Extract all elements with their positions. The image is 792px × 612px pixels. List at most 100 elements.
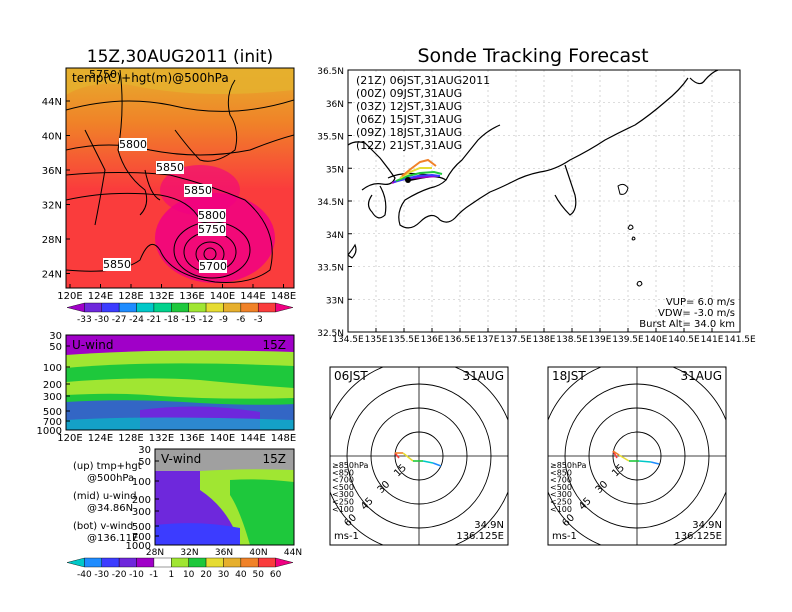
colorbar-label: 60 xyxy=(270,570,282,580)
panel-note: (up) tmp+hgt xyxy=(73,461,142,472)
lat-tick-label: 36N xyxy=(42,166,62,177)
colorbar-swatch xyxy=(84,302,102,313)
lat-tick-label: 35N xyxy=(326,165,344,175)
lon-tick-label: 135E xyxy=(365,335,388,345)
colorbar-label: 50 xyxy=(253,570,265,580)
track-legend-entry: (21Z) 06JST,31AUG2011 xyxy=(356,74,490,87)
colorbar-label: -20 xyxy=(112,570,127,580)
hodo-lat: 34.9N xyxy=(692,520,722,531)
pressure-tick-label: 50 xyxy=(138,457,151,468)
hodograph-segment xyxy=(618,454,630,462)
hodo-time: 06JST xyxy=(334,369,368,383)
colorbar-swatch xyxy=(188,557,207,568)
panel-notes: (up) tmp+hgt@500hPa (mid) u-wind@34.86N (b… xyxy=(73,461,142,544)
colorbar-label: -15 xyxy=(181,315,196,325)
pressure-tick-label: 500 xyxy=(43,407,62,418)
colorbar-swatch xyxy=(118,302,137,313)
colorbar-swatch xyxy=(84,557,102,568)
colorbar-swatch xyxy=(188,302,207,313)
wind-colorbar: -40 -30 -20 -10 -1 1 10 20 30 40 50 60 xyxy=(66,557,294,580)
colorbar-swatch xyxy=(101,557,120,568)
lon-tick-label: 138E xyxy=(533,335,556,345)
colorbar-swatch xyxy=(240,557,259,568)
hodo-date: 31AUG xyxy=(462,369,504,383)
level-legend-entry: <500 xyxy=(332,483,354,492)
pressure-tick-label: 30 xyxy=(138,445,151,456)
warm-core xyxy=(155,193,275,283)
colorbar-swatch xyxy=(66,557,85,568)
colorbar-swatch xyxy=(205,302,224,313)
lon-tick-label: 141E xyxy=(701,335,724,345)
sonde-param: VDW= -3.0 m/s xyxy=(658,308,735,319)
pressure-tick-label: 1000 xyxy=(126,541,151,552)
temp-height-map: temp(C)+hgt(m)@500hPa 575058005850585058… xyxy=(42,67,296,302)
pressure-tick-label: 200 xyxy=(43,380,62,391)
pressure-tick-label: 500 xyxy=(132,522,151,533)
track-legend-entry: (09Z) 18JST,31AUG xyxy=(356,126,462,139)
colorbar-swatch xyxy=(258,302,276,313)
lon-tick-label: 138.5E xyxy=(556,335,588,345)
temp-colorbar: -33 -30 -27 -24 -21 -18 -15 -12 -9 -6 -3 xyxy=(66,302,294,325)
colorbar-label: 20 xyxy=(200,570,212,580)
v-panel-label: V-wind xyxy=(161,452,201,466)
level-legend-entry: <300 xyxy=(332,490,354,499)
colorbar-swatch xyxy=(171,557,189,568)
sonde-tracks xyxy=(391,158,443,184)
pressure-tick-label: 700 xyxy=(43,417,62,428)
coastline xyxy=(117,69,148,216)
level-legend-entry: ≥850hPa xyxy=(550,461,587,470)
track-legend-entry: (12Z) 21JST,31AUG xyxy=(356,139,462,152)
lon-tick-label: 120E xyxy=(57,433,82,444)
pressure-tick-label: 100 xyxy=(43,363,62,374)
launch-site-marker xyxy=(405,177,411,183)
lat-tick-label: 36N xyxy=(326,100,344,110)
colorbar-label: -3 xyxy=(254,315,263,325)
sonde-param: Burst Alt= 34.0 km xyxy=(639,319,735,330)
hodograph-segment xyxy=(650,461,660,465)
colorbar-label: -30 xyxy=(94,315,109,325)
lon-tick-label: 144E xyxy=(240,433,265,444)
lat-tick-label: 44N xyxy=(284,548,302,558)
lon-ticks: 120E 124E 128E 132E 136E 140E 144E 148E xyxy=(57,284,296,302)
track-legend: (21Z) 06JST,31AUG2011(00Z) 09JST,31AUG(0… xyxy=(356,74,490,152)
pressure-tick-label: 700 xyxy=(132,532,151,543)
colorbar-label: 10 xyxy=(183,570,195,580)
colorbar-label: -18 xyxy=(164,315,179,325)
lat-tick-label: 40N xyxy=(249,548,267,558)
pressure-tick-label: 1000 xyxy=(37,426,62,437)
colorbar-swatch xyxy=(171,302,189,313)
hodo-lon: 136.125E xyxy=(674,531,722,542)
lon-tick-label: 134.5E xyxy=(332,335,364,345)
hodograph-segment xyxy=(394,452,400,459)
sonde-track xyxy=(395,170,443,182)
contour-label: 5800 xyxy=(119,138,147,151)
contour-label: 5800 xyxy=(198,209,226,222)
contour-label: 5750 xyxy=(198,223,226,236)
colorbar-swatch xyxy=(136,302,155,313)
colorbar-label: -10 xyxy=(129,570,144,580)
colorbar-swatch xyxy=(153,302,172,313)
lat-tick-label: 34N xyxy=(326,231,344,241)
lon-tick-label: 136.5E xyxy=(444,335,476,345)
lon-tick-label: 140.5E xyxy=(668,335,700,345)
colorbar-label: 1 xyxy=(168,570,174,580)
lon-tick-label: 139E xyxy=(589,335,612,345)
level-legend-entry: <850 xyxy=(332,468,354,477)
colorbar-label: -9 xyxy=(219,315,228,325)
lat-tick-label: 28N xyxy=(146,548,164,558)
colorbar-swatch xyxy=(205,557,224,568)
lon-tick-label: 148E xyxy=(271,433,296,444)
hodograph-segment xyxy=(432,462,442,467)
lon-tick-label: 120E xyxy=(57,291,82,302)
u-panel-time: 15Z xyxy=(263,338,287,352)
colorbar-swatch xyxy=(101,302,120,313)
lon-tick-label: 144E xyxy=(240,291,265,302)
lon-tick-label: 148E xyxy=(271,291,296,302)
lon-tick-label: 124E xyxy=(88,291,113,302)
level-legend-entry: <700 xyxy=(332,476,354,485)
